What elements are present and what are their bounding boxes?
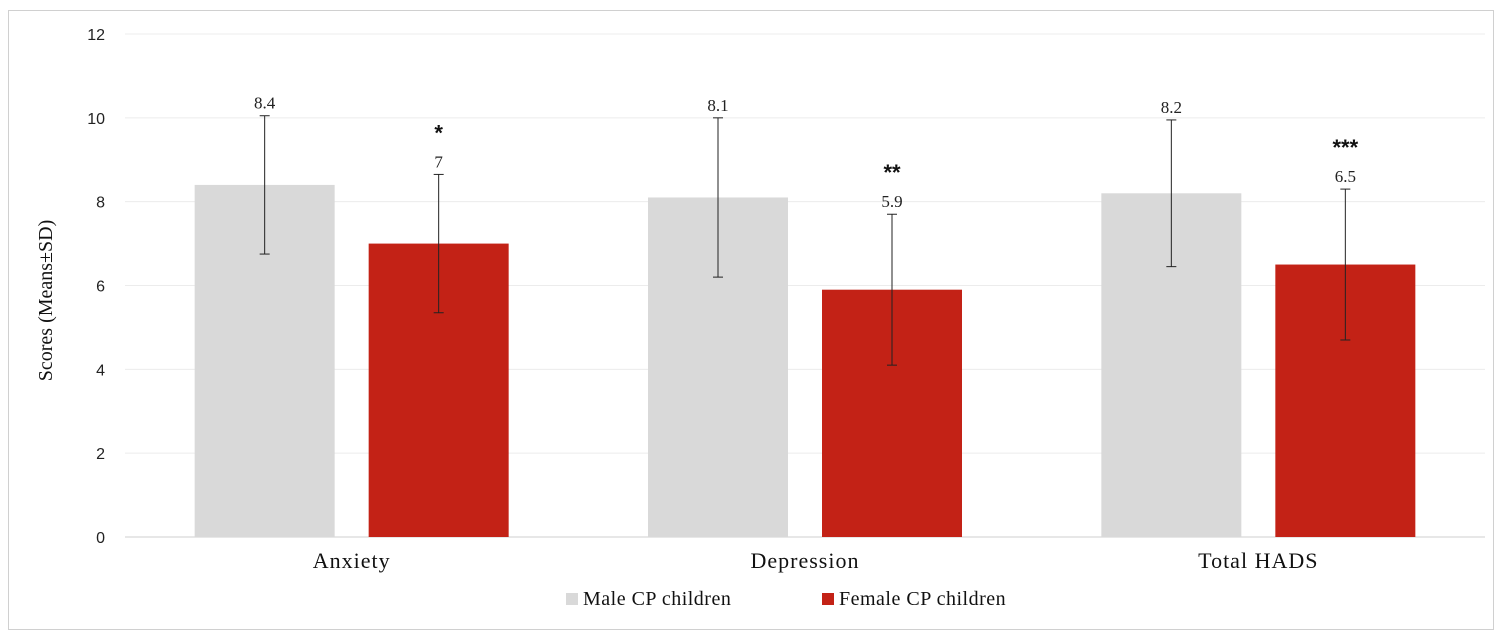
x-category-label: Depression xyxy=(751,548,860,573)
y-tick-label: 8 xyxy=(96,195,105,212)
data-label: 8.4 xyxy=(254,94,276,113)
y-tick-label: 12 xyxy=(87,27,105,44)
x-category-label: Total HADS xyxy=(1198,548,1318,573)
significance-marker: *** xyxy=(1332,135,1358,160)
legend-label-female: Female CP children xyxy=(839,588,1006,610)
y-tick-label: 2 xyxy=(96,446,105,463)
legend-label-male: Male CP children xyxy=(583,588,731,610)
data-label: 8.2 xyxy=(1161,98,1182,117)
y-tick-label: 6 xyxy=(96,279,105,296)
data-label: 6.5 xyxy=(1335,167,1356,186)
significance-marker: * xyxy=(434,120,443,145)
data-label: 8.1 xyxy=(707,96,728,115)
data-label: 5.9 xyxy=(881,192,902,211)
y-axis-label: Scores (Means±SD) xyxy=(35,220,57,382)
x-category-label: Anxiety xyxy=(313,548,391,573)
data-label: 7 xyxy=(434,152,443,171)
legend-swatch-male xyxy=(566,593,578,605)
y-tick-label: 4 xyxy=(96,362,105,379)
y-tick-label: 10 xyxy=(87,111,105,128)
significance-marker: ** xyxy=(883,160,901,185)
y-tick-label: 0 xyxy=(96,530,105,547)
legend-swatch-female xyxy=(822,593,834,605)
